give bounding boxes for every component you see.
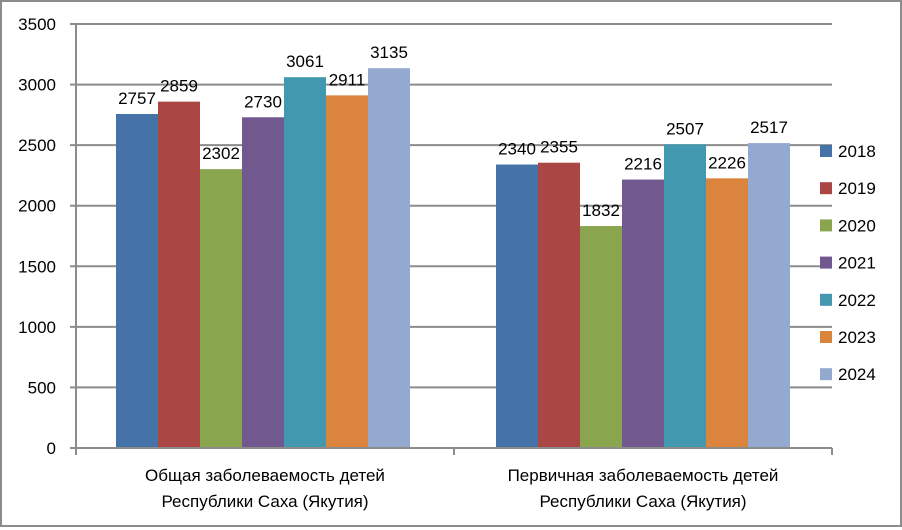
y-tick-label: 1500 (18, 257, 56, 276)
bar-2022 (284, 77, 326, 449)
data-label: 3061 (286, 52, 324, 71)
y-tick-label: 2500 (18, 136, 56, 155)
data-label: 2226 (708, 153, 746, 172)
bar-2018 (116, 114, 158, 448)
legend-label: 2022 (838, 291, 876, 310)
legend-swatch-2018 (820, 145, 832, 157)
category-label: Общая заболеваемость детей (145, 466, 385, 485)
x-axis: Общая заболеваемость детей Республики Сах… (70, 447, 833, 511)
data-label: 3135 (370, 43, 408, 62)
legend-label: 2024 (838, 365, 876, 384)
bar-2023 (326, 95, 368, 448)
bar-2024 (368, 68, 410, 449)
data-label: 2340 (498, 140, 536, 159)
legend-label: 2018 (838, 142, 876, 161)
data-label: 2730 (244, 92, 282, 111)
data-label: 2216 (624, 155, 662, 174)
data-label: 2911 (329, 70, 366, 89)
data-label: 2355 (540, 138, 578, 157)
bar-2021 (622, 179, 664, 448)
category-label: Республики Саха (Якутия) (539, 492, 746, 511)
legend-swatch-2024 (820, 368, 832, 381)
y-tick-label: 0 (47, 439, 56, 458)
category-label: Республики Саха (Якутия) (161, 492, 368, 511)
y-tick-label: 3500 (18, 15, 56, 34)
legend-label: 2023 (838, 328, 876, 347)
legend-swatch-2020 (820, 219, 832, 232)
data-label: 2507 (666, 119, 704, 138)
y-axis: 0 500 1000 1500 2000 2500 3000 3500 (18, 15, 77, 458)
legend-swatch-2022 (820, 293, 832, 306)
bar-2020 (580, 226, 622, 448)
data-label: 2302 (202, 144, 240, 163)
legend-label: 2020 (838, 216, 876, 235)
legend-label: 2021 (838, 254, 876, 273)
legend: 2018 2019 2020 2021 2022 2023 2024 (820, 142, 876, 384)
legend-swatch-2021 (820, 256, 832, 269)
y-tick-label: 3000 (18, 76, 56, 95)
bar-series (116, 68, 790, 449)
data-label: 1832 (582, 201, 620, 220)
bar-2021 (242, 117, 284, 448)
bar-2019 (158, 101, 200, 448)
y-tick-label: 1000 (18, 318, 56, 337)
legend-swatch-2023 (820, 331, 832, 343)
category-label: Первичная заболеваемость детей (508, 466, 779, 485)
bar-2018 (496, 164, 538, 449)
bar-2023 (706, 178, 748, 448)
data-label: 2859 (160, 77, 198, 96)
bar-2022 (664, 144, 706, 448)
legend-label: 2019 (838, 179, 876, 198)
bar-2019 (538, 162, 580, 449)
data-label: 2757 (118, 89, 156, 108)
y-tick-label: 2000 (18, 197, 56, 216)
legend-swatch-2019 (820, 182, 832, 195)
y-tick-label: 500 (28, 378, 56, 397)
bar-2024 (748, 143, 790, 448)
bar-2020 (200, 169, 242, 448)
data-label: 2517 (750, 118, 788, 137)
